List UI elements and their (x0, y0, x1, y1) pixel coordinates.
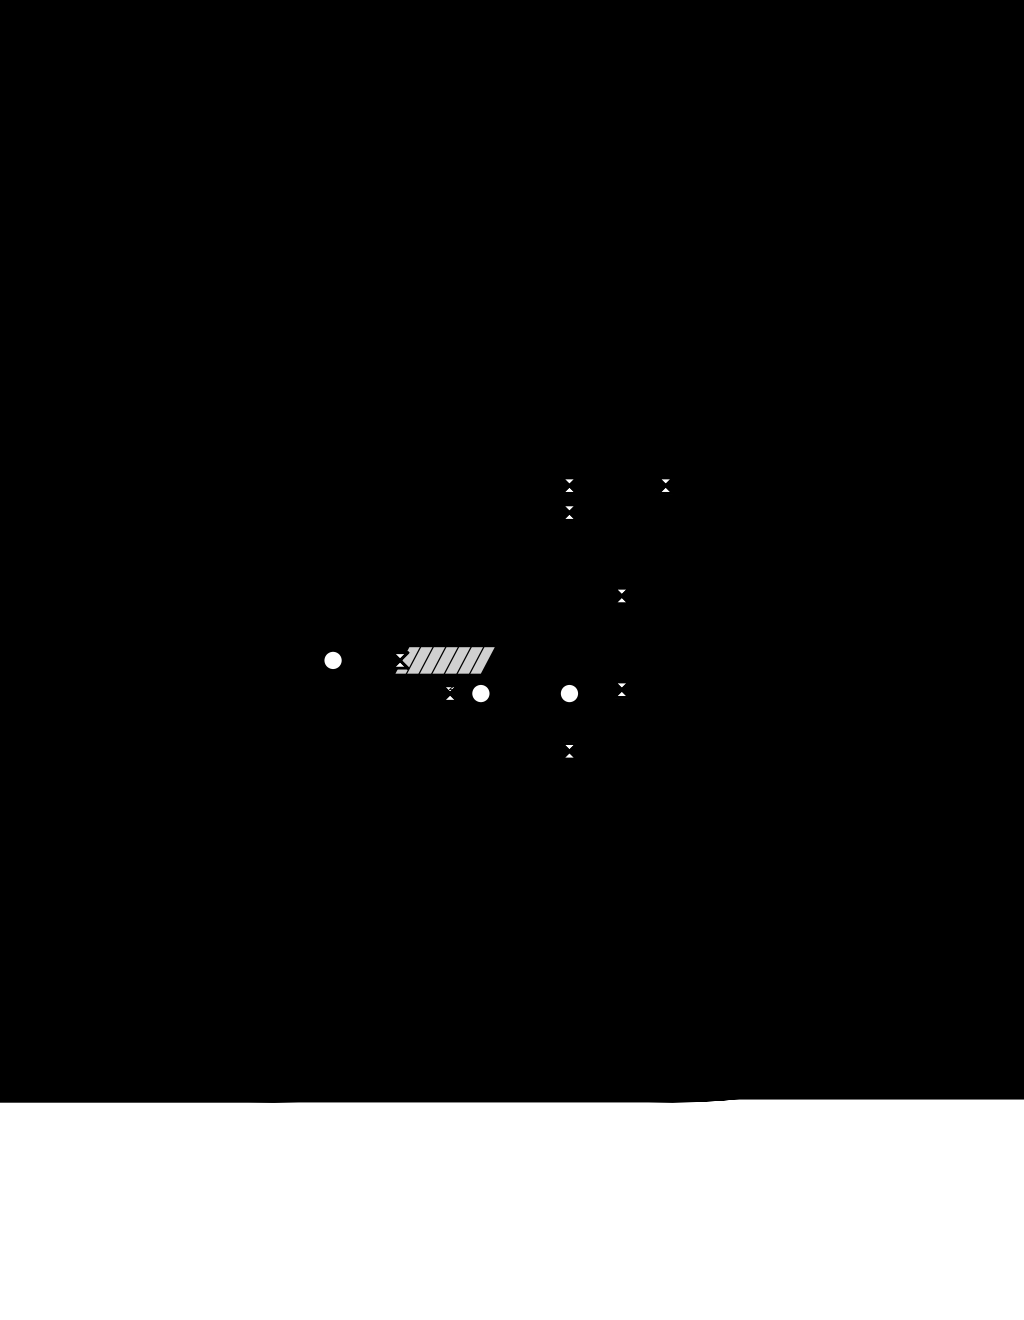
Text: 40: 40 (412, 779, 428, 792)
Text: fan 1: fan 1 (570, 372, 599, 383)
Text: 21: 21 (735, 379, 751, 391)
Polygon shape (562, 743, 578, 759)
Text: supply: supply (735, 428, 776, 440)
Polygon shape (442, 686, 458, 701)
Circle shape (471, 684, 490, 704)
Text: V8: V8 (581, 477, 595, 487)
Text: 60: 60 (238, 686, 254, 700)
Text: 14: 14 (573, 429, 589, 442)
Polygon shape (562, 506, 578, 520)
Text: Apr. 9, 2009   Sheet 6 of 17: Apr. 9, 2009 Sheet 6 of 17 (408, 181, 620, 194)
Text: fresh air: fresh air (213, 432, 265, 444)
Text: V2: V2 (442, 708, 458, 717)
Text: 10: 10 (214, 484, 229, 498)
Text: 26: 26 (416, 635, 430, 644)
Text: 12: 12 (369, 568, 389, 585)
Circle shape (323, 651, 343, 671)
Text: FIG. 5: FIG. 5 (377, 288, 500, 322)
Text: 26: 26 (562, 771, 577, 781)
Text: 26: 26 (365, 648, 379, 657)
Text: V6: V6 (677, 477, 691, 487)
Text: -18: -18 (584, 693, 601, 702)
Text: 64: 64 (347, 675, 362, 688)
Text: -18: -18 (495, 681, 513, 690)
Text: air: air (735, 438, 752, 451)
Text: V7: V7 (544, 504, 559, 513)
Circle shape (559, 684, 580, 704)
Text: V1: V1 (389, 636, 403, 647)
Text: Tank 2: Tank 2 (681, 579, 731, 593)
Polygon shape (614, 682, 630, 697)
Text: V5: V5 (633, 587, 647, 597)
Polygon shape (393, 645, 497, 675)
Text: Tank 1: Tank 1 (543, 579, 594, 593)
Text: 26: 26 (633, 693, 647, 702)
Text: fan 2: fan 2 (513, 433, 542, 442)
Bar (514, 532, 622, 675)
Circle shape (513, 424, 541, 451)
Text: -18: -18 (523, 681, 542, 690)
Bar (646, 532, 758, 675)
Polygon shape (614, 589, 630, 603)
Text: V3: V3 (562, 762, 577, 772)
Bar (263, 524, 336, 651)
Text: air: air (735, 379, 752, 392)
Circle shape (566, 359, 603, 396)
Text: 26: 26 (424, 708, 438, 717)
Text: 26: 26 (633, 599, 647, 609)
Bar (256, 469, 453, 700)
Polygon shape (562, 478, 578, 494)
Text: 26: 26 (545, 465, 559, 475)
Text: 28: 28 (695, 602, 717, 620)
Text: 14: 14 (535, 449, 551, 462)
Text: V4: V4 (633, 681, 647, 690)
Text: US 2009/0090488 A1: US 2009/0090488 A1 (654, 181, 817, 194)
Text: return: return (735, 367, 773, 380)
Bar (346, 540, 412, 612)
Text: 24: 24 (501, 643, 517, 656)
Text: P1: P1 (474, 708, 487, 717)
Text: 19: 19 (803, 698, 819, 711)
Text: 26: 26 (400, 681, 415, 692)
Text: 26: 26 (545, 515, 559, 525)
Bar (484, 391, 578, 449)
Text: 26: 26 (449, 682, 463, 693)
Polygon shape (658, 478, 674, 494)
Text: P2: P2 (542, 685, 556, 694)
Text: 20: 20 (463, 453, 478, 465)
Text: 17: 17 (545, 426, 561, 440)
Text: exhaust air: exhaust air (416, 401, 485, 414)
Text: Patent Application Publication: Patent Application Publication (183, 181, 423, 194)
Polygon shape (392, 653, 408, 668)
Text: P3: P3 (327, 675, 340, 684)
Text: 62: 62 (289, 578, 310, 597)
Text: 26: 26 (545, 471, 559, 482)
Text: 30: 30 (551, 602, 572, 620)
Text: -18: -18 (495, 693, 513, 702)
Text: 16: 16 (735, 416, 751, 428)
Bar (250, 455, 797, 709)
